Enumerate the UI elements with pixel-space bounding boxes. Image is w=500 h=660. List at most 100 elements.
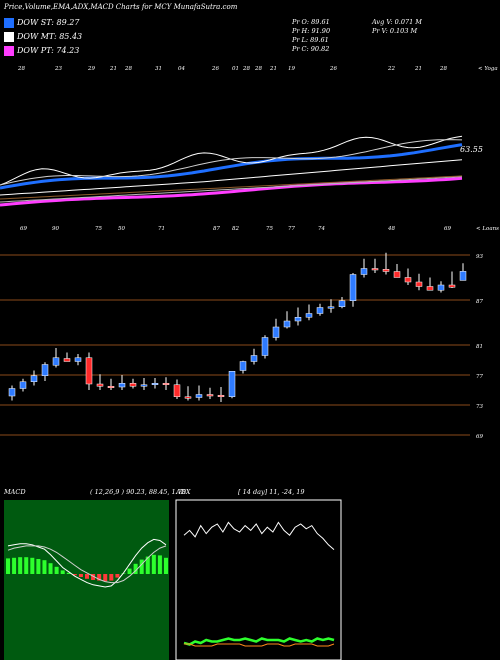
mid-label: 77 bbox=[288, 226, 295, 232]
top-label: 21 bbox=[269, 66, 277, 72]
candle-body bbox=[129, 383, 137, 387]
macd-histogram-bar bbox=[157, 555, 162, 574]
candle-body bbox=[283, 320, 291, 328]
candle-body bbox=[294, 317, 302, 322]
candle-body bbox=[437, 284, 445, 291]
price-level-label: 87 bbox=[476, 299, 483, 305]
top-label: 21 bbox=[414, 66, 422, 72]
mid-label: 74 bbox=[318, 226, 325, 232]
candle-body bbox=[239, 361, 247, 371]
price-level-label: 77 bbox=[476, 374, 483, 380]
ema-mt-line bbox=[0, 159, 463, 196]
ema-value-label: 63.55 bbox=[460, 145, 483, 154]
legend-swatch-st bbox=[4, 18, 14, 28]
candle-body bbox=[327, 306, 335, 309]
adx-line bbox=[184, 643, 335, 647]
mid-label: 90 bbox=[52, 226, 59, 232]
top-label: 31 bbox=[155, 66, 162, 72]
top-label: 26 bbox=[211, 66, 219, 72]
candle-body bbox=[173, 384, 181, 397]
chart-header-title: Price,Volume,EMA,ADX,MACD Charts for MCY… bbox=[4, 3, 238, 11]
adx-panel bbox=[175, 499, 342, 660]
adx-plus-di-line bbox=[183, 521, 335, 550]
macd-histogram-bar bbox=[12, 557, 17, 574]
legend-dow-mt: DOW MT: 85.43 bbox=[4, 32, 82, 42]
top-label: 01 bbox=[232, 66, 239, 72]
macd-histogram-bar bbox=[85, 574, 89, 579]
price-level-label: 81 bbox=[476, 344, 483, 350]
ema-line-1 bbox=[0, 176, 463, 203]
candle-body bbox=[195, 394, 203, 398]
candle-body bbox=[349, 274, 357, 301]
ema-st-line bbox=[0, 143, 463, 190]
macd-signal-line bbox=[7, 545, 167, 584]
macd-histogram-bar bbox=[103, 574, 108, 582]
macd-lines bbox=[6, 538, 168, 588]
candle-body bbox=[140, 384, 148, 387]
candle-body bbox=[151, 383, 159, 385]
macd-histogram-bar bbox=[145, 556, 150, 574]
mid-label: 75 bbox=[95, 226, 102, 232]
top-label: 22 bbox=[387, 66, 395, 72]
candle-body bbox=[316, 307, 324, 314]
candle-body bbox=[107, 386, 115, 388]
top-label: 28 bbox=[17, 66, 25, 72]
legend-label-st: DOW ST: 89.27 bbox=[17, 18, 80, 27]
info-close: Pr C: 90.82 bbox=[292, 45, 330, 53]
candle-body bbox=[85, 357, 93, 385]
mid-label: 82 bbox=[232, 226, 239, 232]
macd-histogram-bar bbox=[18, 557, 23, 574]
ema-pt-line bbox=[0, 176, 463, 207]
top-label: 23 bbox=[54, 66, 62, 72]
macd-histogram-bar bbox=[164, 557, 168, 574]
candle-body bbox=[184, 396, 192, 399]
macd-histogram-bar bbox=[66, 572, 71, 574]
candle-body bbox=[448, 284, 456, 288]
top-label: 28 bbox=[242, 66, 250, 72]
top-label: 26 bbox=[329, 66, 337, 72]
candle-body bbox=[459, 271, 467, 281]
candle-body bbox=[360, 268, 368, 275]
macd-panel bbox=[4, 500, 169, 660]
macd-histogram-bar bbox=[97, 574, 102, 581]
top-row-labels: 28 23 29 21 28 31 04 26 01 28 28 21 19 26 22 21 28 bbox=[17, 66, 447, 72]
candle-body bbox=[118, 383, 126, 388]
legend-dow-st: DOW ST: 89.27 bbox=[4, 18, 79, 28]
top-label: 19 bbox=[288, 66, 295, 72]
candle-body bbox=[382, 269, 390, 272]
candle-body bbox=[250, 355, 258, 362]
legend-label-pt: DOW PT: 74.23 bbox=[17, 46, 80, 55]
ema-line-2 bbox=[0, 175, 463, 200]
macd-histogram-bar bbox=[115, 574, 120, 578]
macd-histogram-bar bbox=[127, 568, 132, 574]
adx-minus-di-line bbox=[183, 637, 335, 646]
candle-body bbox=[393, 271, 401, 278]
macd-histogram-bar bbox=[133, 563, 138, 574]
price-level-label: 69 bbox=[476, 434, 483, 440]
mid-label: 69 bbox=[444, 226, 451, 232]
macd-histogram-bar bbox=[6, 558, 10, 574]
mid-label: 69 bbox=[20, 226, 27, 232]
macd-histogram-bar bbox=[72, 574, 77, 576]
info-open: Pr O: 89.61 bbox=[292, 18, 330, 26]
macd-histogram-bar bbox=[109, 574, 114, 581]
candle-body bbox=[8, 388, 16, 397]
macd-histogram-bar bbox=[30, 557, 35, 574]
mid-label: 71 bbox=[158, 226, 165, 232]
macd-histogram-bar bbox=[54, 566, 59, 574]
mid-label: 50 bbox=[118, 226, 125, 232]
candle-body bbox=[404, 277, 412, 283]
info-low: Pr L: 89.61 bbox=[292, 36, 329, 44]
candle-body bbox=[96, 383, 104, 387]
info-high: Pr H: 91.90 bbox=[292, 27, 331, 35]
mid-right-label: < Loans bbox=[476, 226, 499, 232]
adx-values: [ 14 day] 11, -24, 19 bbox=[238, 488, 305, 496]
legend-dow-pt: DOW PT: 74.23 bbox=[4, 46, 79, 56]
candle-body bbox=[272, 326, 280, 338]
candle-body bbox=[74, 357, 82, 362]
price-level-label: 73 bbox=[476, 404, 483, 410]
top-label: 28 bbox=[124, 66, 132, 72]
mid-label: 87 bbox=[213, 226, 220, 232]
macd-values: ( 12,26,9 ) 90.23, 88.45, 1.78 bbox=[90, 488, 186, 496]
